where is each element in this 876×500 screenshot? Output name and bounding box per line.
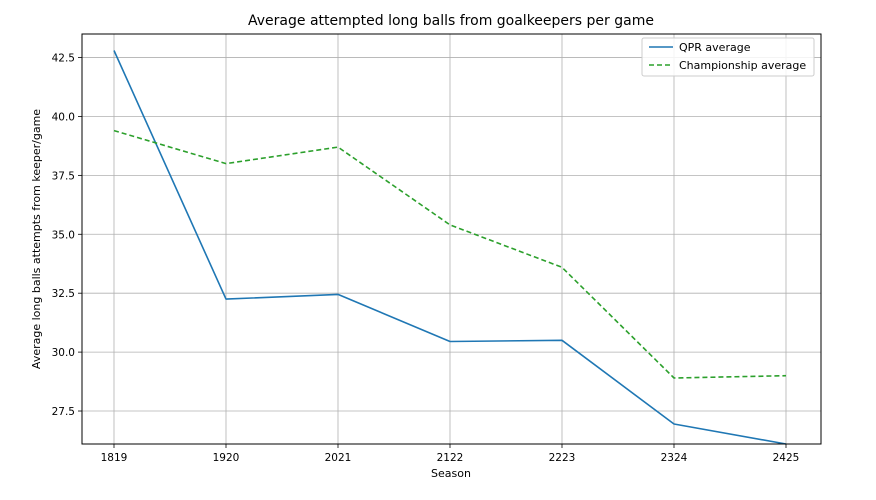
x-tick-label: 2021	[325, 452, 352, 464]
x-axis-ticks: 1819 1920 2021 2122 2223 2324 2425	[101, 444, 800, 464]
x-tick-label: 2122	[437, 452, 464, 464]
legend-label-qpr: QPR average	[679, 41, 751, 54]
y-tick-label: 27.5	[52, 406, 75, 418]
y-axis-ticks: 27.5 30.0 32.5 35.0 37.5 40.0 42.5	[52, 53, 82, 418]
series-line-qpr	[113, 50, 787, 445]
x-tick-label: 2324	[661, 452, 688, 464]
y-tick-label: 30.0	[52, 347, 75, 359]
series-layer	[113, 50, 787, 445]
x-tick-label: 2223	[549, 452, 576, 464]
legend-label-championship: Championship average	[679, 59, 806, 72]
x-tick-label: 1819	[101, 452, 128, 464]
y-tick-label: 40.0	[52, 111, 75, 123]
plot-background	[82, 34, 821, 444]
y-tick-label: 32.5	[52, 288, 75, 300]
legend: QPR average Championship average	[641, 37, 815, 77]
y-tick-label: 35.0	[52, 229, 75, 241]
y-tick-label: 42.5	[52, 53, 75, 65]
plot-frame	[81, 33, 822, 445]
y-tick-label: 37.5	[52, 170, 75, 182]
x-tick-label: 2425	[773, 452, 800, 464]
x-axis-label: Season	[431, 467, 471, 480]
x-tick-label: 1920	[213, 452, 240, 464]
chart-title: Average attempted long balls from goalke…	[248, 13, 654, 29]
y-axis-label: Average long balls attempts from keeper/…	[30, 109, 43, 369]
series-line-championship	[113, 129, 787, 379]
legend-box	[641, 37, 815, 77]
